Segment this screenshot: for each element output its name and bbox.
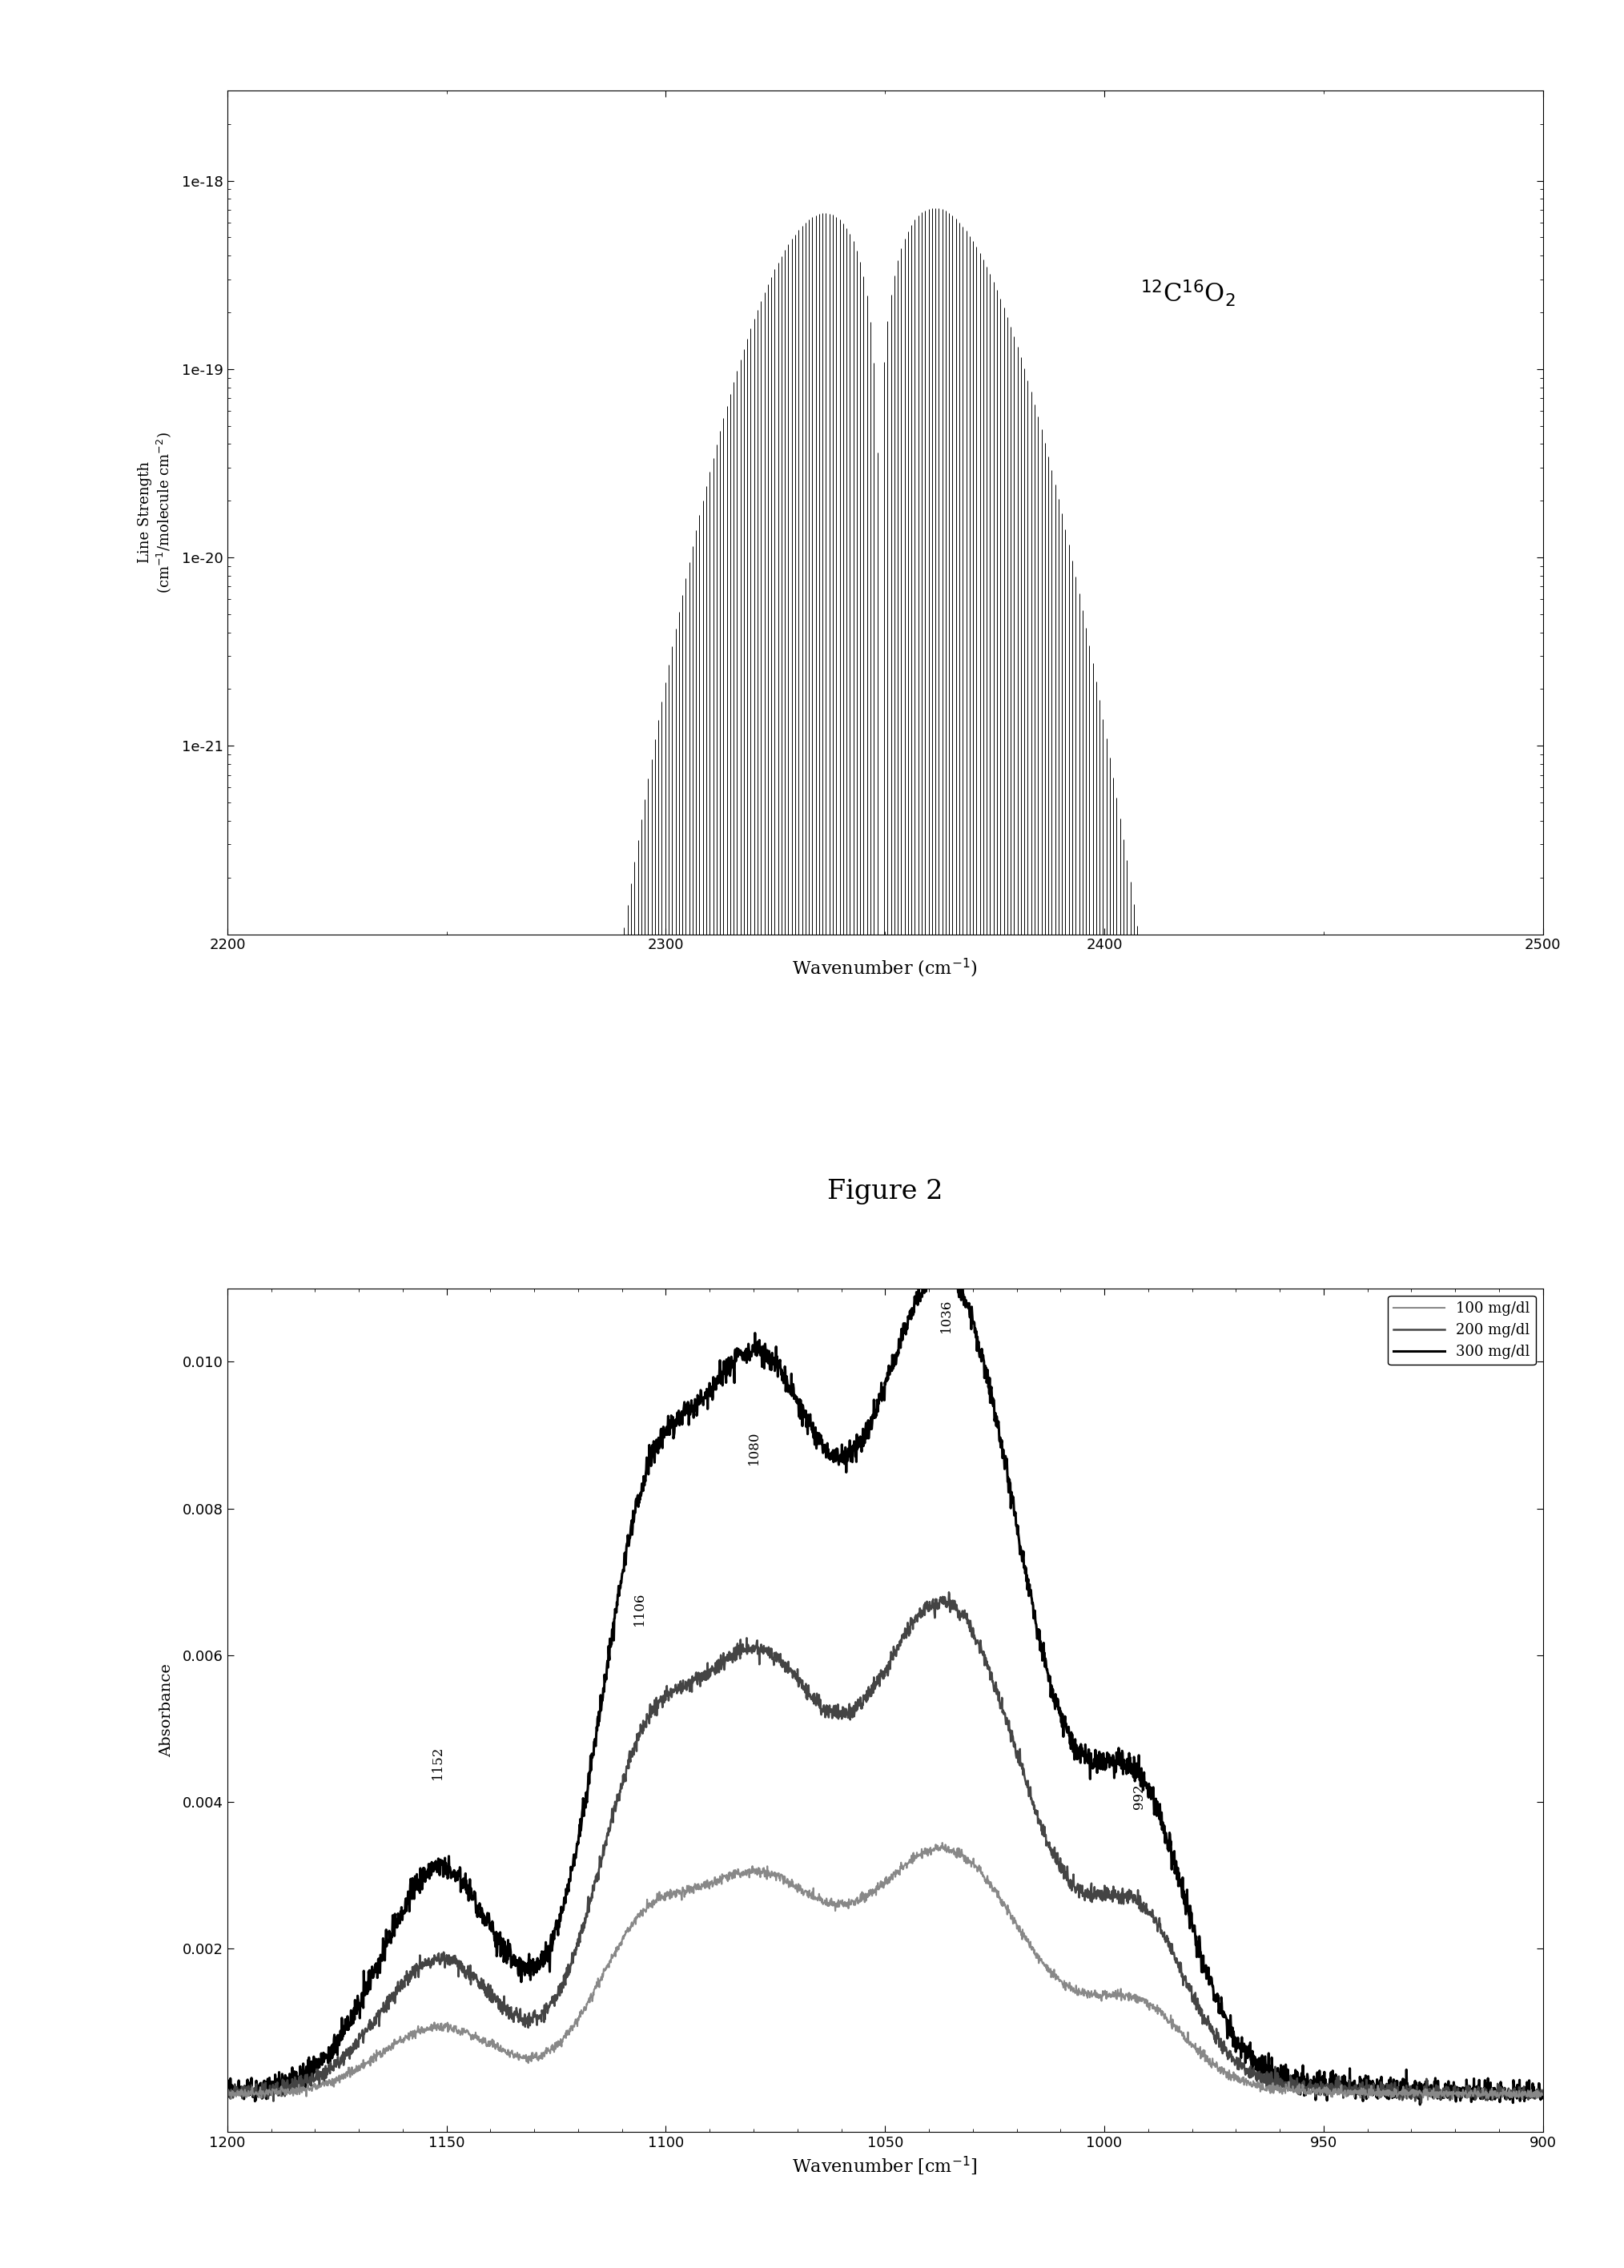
Text: $^{12}$C$^{16}$O$_2$: $^{12}$C$^{16}$O$_2$ xyxy=(1140,279,1236,308)
Text: 1106: 1106 xyxy=(633,1592,646,1626)
Text: 1152: 1152 xyxy=(430,1746,445,1780)
Y-axis label: Absorbance: Absorbance xyxy=(159,1662,174,1758)
Text: 1036: 1036 xyxy=(940,1300,953,1334)
X-axis label: Wavenumber [cm$^{-1}$]: Wavenumber [cm$^{-1}$] xyxy=(793,2155,978,2177)
Legend: 100 mg/dl, 200 mg/dl, 300 mg/dl: 100 mg/dl, 200 mg/dl, 300 mg/dl xyxy=(1389,1295,1536,1365)
Y-axis label: Line Strength
(cm$^{-1}$/molecule cm$^{-2}$): Line Strength (cm$^{-1}$/molecule cm$^{-… xyxy=(138,431,174,594)
Text: Figure 2: Figure 2 xyxy=(827,1179,944,1204)
X-axis label: Wavenumber (cm$^{-1}$): Wavenumber (cm$^{-1}$) xyxy=(793,957,978,980)
Text: 1080: 1080 xyxy=(747,1431,760,1465)
Text: 992: 992 xyxy=(1132,1785,1147,1810)
